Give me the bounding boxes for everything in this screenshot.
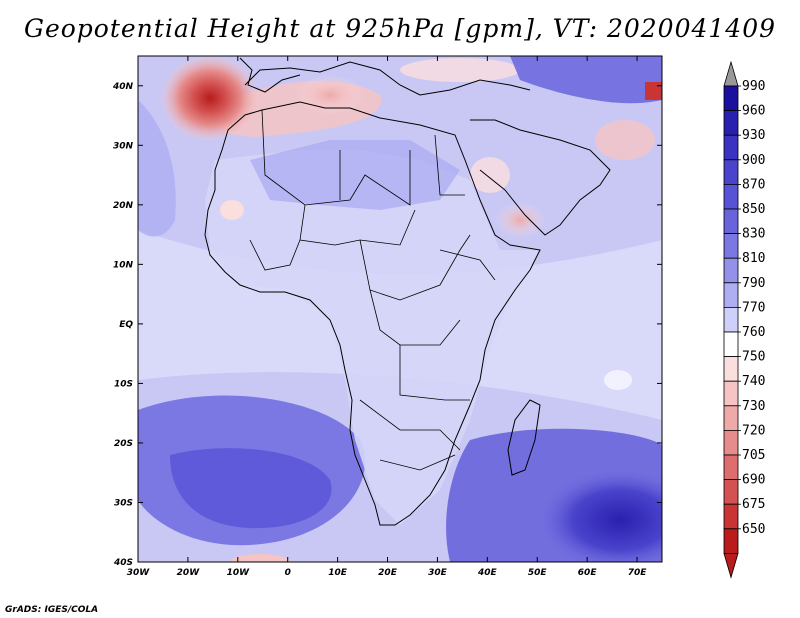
coastlines xyxy=(204,57,611,526)
lat-label-40n: 40N xyxy=(112,82,134,92)
colorbar-label-760: 760 xyxy=(742,325,765,340)
far-east-red xyxy=(645,82,662,100)
azores-high xyxy=(162,56,258,140)
lon-label-40e: 40E xyxy=(477,568,498,578)
lon-label-10w: 10W xyxy=(227,568,251,578)
colorbar-swatch-960 xyxy=(723,110,739,136)
colorbar-top-arrow xyxy=(723,60,739,87)
colorbar-label-705: 705 xyxy=(742,448,765,463)
contour-field xyxy=(138,56,662,562)
colorbar-swatch-675 xyxy=(723,503,739,530)
country-borders xyxy=(249,109,496,471)
lon-label-30e: 30E xyxy=(428,568,448,578)
lat-label-eq: EQ xyxy=(119,320,133,330)
lon-label-20w: 20W xyxy=(177,568,201,578)
colorbar-swatch-770 xyxy=(723,306,739,333)
madagascar-coastline xyxy=(507,399,541,476)
lat-label-20n: 20N xyxy=(113,201,134,211)
grads-credit: GrADS: IGES/COLA xyxy=(5,605,99,615)
colorbar-label-930: 930 xyxy=(742,128,765,143)
lat-label-10n: 10N xyxy=(113,260,134,270)
colorbar-label-730: 730 xyxy=(742,399,765,414)
lat-label-30s: 30S xyxy=(114,498,133,508)
iran-warm xyxy=(595,120,655,160)
colorbar-swatch-790 xyxy=(723,282,739,308)
africa-land-tint xyxy=(205,150,540,525)
colorbar-label-870: 870 xyxy=(742,177,765,192)
colorbar-label-900: 900 xyxy=(742,153,765,168)
central-asia-high xyxy=(510,56,662,104)
south-atlantic-core xyxy=(170,448,332,529)
colorbar-label-960: 960 xyxy=(742,104,765,119)
colorbar-swatch-650 xyxy=(723,528,739,554)
indian-ocean-warm-spot xyxy=(604,370,632,390)
colorbar-swatch-810 xyxy=(723,257,739,284)
iberia-coastline xyxy=(239,57,301,93)
map-title: Geopotential Height at 925hPa [gpm], VT:… xyxy=(23,14,777,43)
colorbar-swatch-850 xyxy=(723,208,739,235)
lat-label-20s: 20S xyxy=(114,439,133,449)
lon-label-0: 0 xyxy=(285,568,291,578)
colorbar-label-675: 675 xyxy=(742,497,765,512)
plot-frame xyxy=(137,55,663,563)
colorbar-swatch-830 xyxy=(723,233,739,259)
lon-label-70e: 70E xyxy=(628,568,648,578)
colorbar-swatch-760 xyxy=(723,331,739,358)
sahara-medium xyxy=(250,140,460,210)
colorbar-swatch-870 xyxy=(723,183,739,210)
africa-coastline xyxy=(204,101,541,526)
lat-label-10s: 10S xyxy=(114,379,133,389)
lon-label-60e: 60E xyxy=(578,568,598,578)
lon-label-20e: 20E xyxy=(378,568,398,578)
lon-label-30w: 30W xyxy=(127,568,151,578)
colorbar-label-990: 990 xyxy=(742,79,765,94)
south-indian-ocean-high xyxy=(540,470,662,562)
sahel-warm-spot xyxy=(220,200,244,220)
lat-label-30n: 30N xyxy=(113,141,134,151)
colorbar-label-740: 740 xyxy=(742,374,765,389)
colorbar-swatch-900 xyxy=(723,159,739,185)
red-sea-warm xyxy=(470,157,510,193)
colorbar-swatch-730 xyxy=(723,405,739,431)
lon-label-50e: 50E xyxy=(528,568,548,578)
colorbar-swatch-740 xyxy=(723,380,739,407)
colorbar-swatch-750 xyxy=(723,356,739,382)
arabia-warm xyxy=(495,202,545,238)
colorbar-label-720: 720 xyxy=(742,423,765,438)
colorbar-label-770: 770 xyxy=(742,300,765,315)
colorbar: 990 960 930 900 870 850 830 810 790 770 760 750 740 7… xyxy=(723,60,765,579)
colorbar-swatch-930 xyxy=(723,134,739,161)
colorbar-label-690: 690 xyxy=(742,473,765,488)
lon-label-10e: 10E xyxy=(328,568,348,578)
west-atlantic-band xyxy=(138,100,176,237)
colorbar-label-830: 830 xyxy=(742,227,765,242)
colorbar-label-810: 810 xyxy=(742,251,765,266)
colorbar-label-850: 850 xyxy=(742,202,765,217)
europe-coastline xyxy=(244,61,531,96)
colorbar-swatch-720 xyxy=(723,429,739,456)
arabia-coastline xyxy=(470,119,611,236)
colorbar-bottom-arrow xyxy=(723,553,739,579)
mediterranean-warm xyxy=(400,58,520,82)
colorbar-swatch-705 xyxy=(723,454,739,481)
colorbar-label-650: 650 xyxy=(742,522,765,537)
colorbar-swatch-990 xyxy=(723,85,739,112)
lat-label-40s: 40S xyxy=(113,558,133,568)
colorbar-swatch-690 xyxy=(723,479,739,505)
colorbar-label-790: 790 xyxy=(742,276,765,291)
colorbar-label-750: 750 xyxy=(742,350,765,365)
southern-edge-warm xyxy=(230,554,290,562)
